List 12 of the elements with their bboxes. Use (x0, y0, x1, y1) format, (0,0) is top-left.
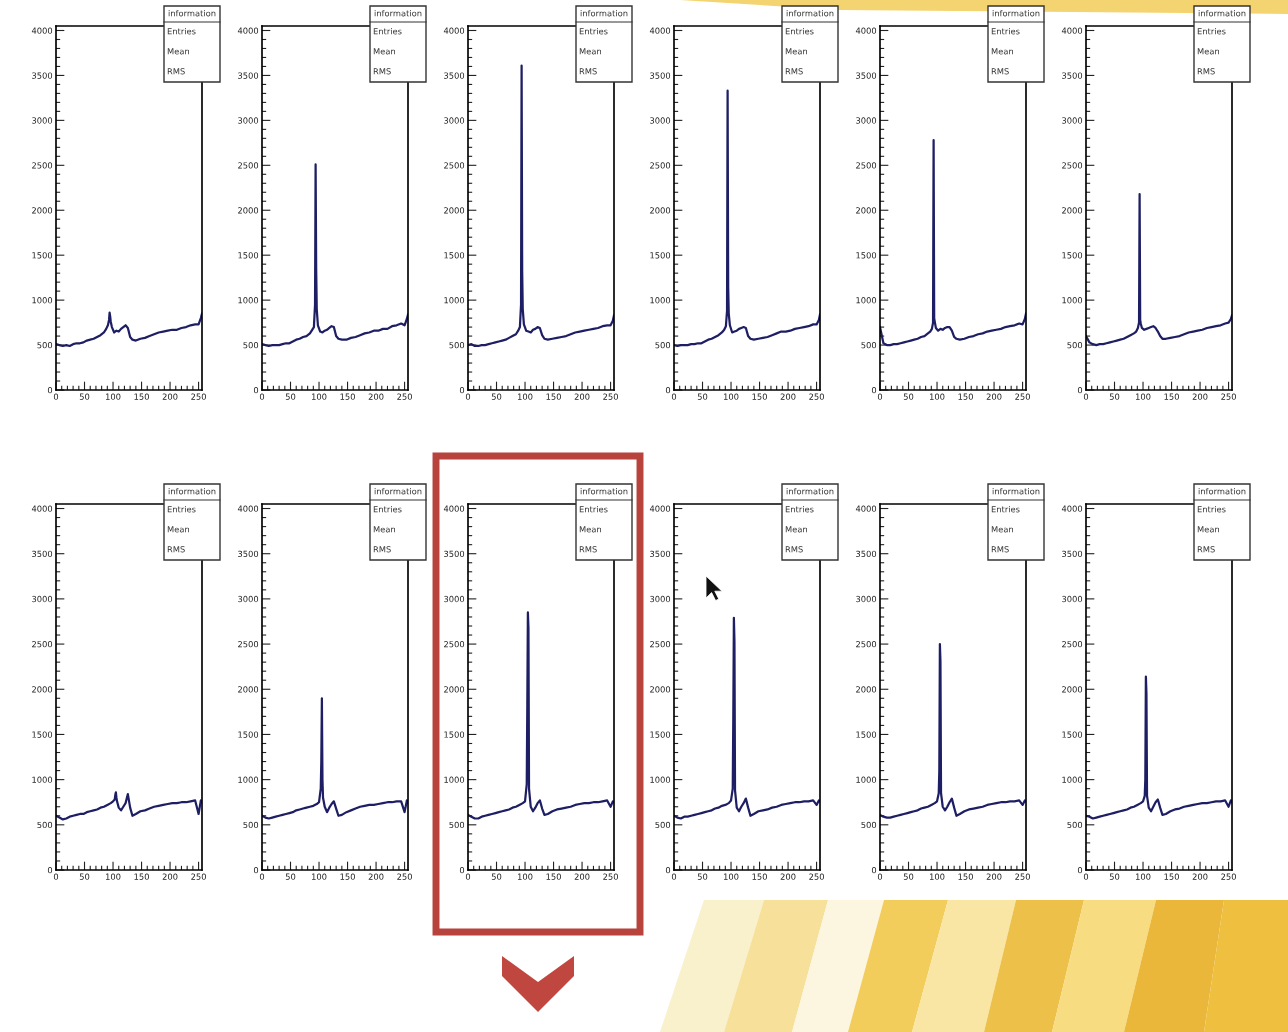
line-series (56, 791, 202, 821)
line-series (880, 139, 1026, 347)
line-series (468, 64, 614, 348)
line-series (262, 697, 408, 820)
line-series (468, 611, 614, 820)
line-series (1086, 675, 1232, 820)
line-series (880, 642, 1026, 819)
line-series (262, 163, 408, 348)
line-series (674, 616, 820, 820)
line-series (674, 89, 820, 348)
line-series (56, 311, 202, 348)
line-series (1086, 192, 1232, 347)
